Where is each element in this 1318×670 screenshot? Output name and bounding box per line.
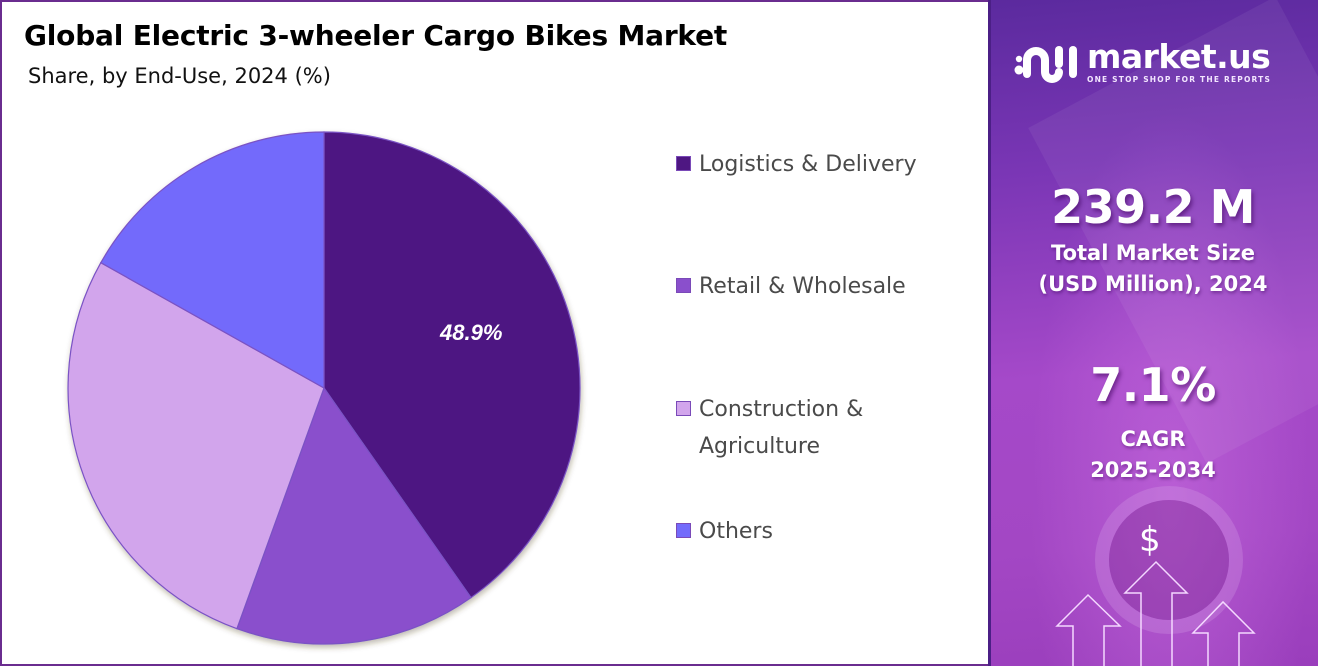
legend-item-construction-agriculture[interactable]: Construction & Agriculture [676, 395, 976, 465]
background-cup-image [1109, 500, 1229, 620]
legend-swatch [676, 401, 691, 416]
legend-label-line1: Construction & [699, 397, 864, 422]
pie-slice-logistics-delivery[interactable] [323, 131, 581, 599]
market-size-label-line2: (USD Million), 2024 [1038, 272, 1268, 296]
stats-sidebar: market.us ONE STOP SHOP FOR THE REPORTS … [988, 0, 1318, 666]
legend-label: Retail & Wholesale [699, 274, 906, 299]
pie-slice-retail-wholesale[interactable] [236, 386, 472, 645]
brand-tagline: ONE STOP SHOP FOR THE REPORTS [1087, 74, 1272, 84]
cagr-label-line1: CAGR [1120, 427, 1186, 451]
market-size-stat: 239.2 M Total Market Size (USD Million),… [991, 180, 1315, 300]
growth-arrows-icon [1055, 560, 1256, 666]
pie-slice-others[interactable] [99, 131, 325, 390]
cagr-value: 7.1% [1090, 358, 1216, 412]
market-us-logo-icon [1014, 46, 1077, 83]
brand-logo[interactable]: market.us ONE STOP SHOP FOR THE REPORTS [1013, 40, 1271, 84]
legend-item-others[interactable]: Others [676, 517, 976, 550]
brand-name: market.us [1087, 36, 1271, 76]
legend-swatch [676, 156, 691, 171]
dollar-icon: $ [1139, 520, 1161, 560]
cagr-label-line2: 2025-2034 [1090, 458, 1216, 482]
chart-subtitle: Share, by End-Use, 2024 (%) [28, 64, 331, 88]
legend-label: Construction & Agriculture [699, 391, 863, 465]
legend-label: Others [699, 519, 773, 544]
cagr-stat: 7.1% CAGR 2025-2034 [991, 358, 1315, 486]
legend-label-line2: Agriculture [699, 434, 820, 459]
legend-swatch [676, 523, 691, 538]
pie-data-label: 48.9% [440, 320, 503, 345]
market-size-label-line1: Total Market Size [1051, 241, 1255, 265]
legend-item-retail-wholesale[interactable]: Retail & Wholesale [676, 272, 976, 305]
pie-svg [67, 131, 581, 645]
legend-label: Logistics & Delivery [699, 152, 917, 177]
chart-panel: Global Electric 3-wheeler Cargo Bikes Ma… [24, 19, 976, 645]
market-size-value: 239.2 M [1051, 180, 1255, 234]
pie-slice-construction-agriculture[interactable] [67, 261, 325, 630]
pie-chart: 48.9% [67, 131, 581, 645]
chart-title: Global Electric 3-wheeler Cargo Bikes Ma… [24, 19, 728, 52]
legend-item-logistics-delivery[interactable]: Logistics & Delivery [676, 150, 976, 183]
legend-swatch [676, 278, 691, 293]
